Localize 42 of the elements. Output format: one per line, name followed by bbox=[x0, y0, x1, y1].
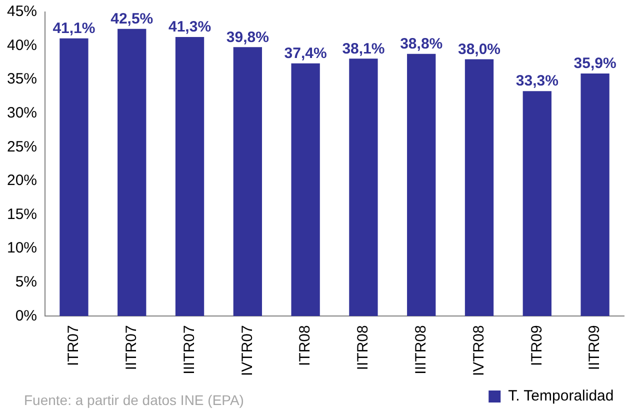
y-tick-label: 20% bbox=[6, 172, 38, 190]
data-label: 38,1% bbox=[342, 40, 385, 58]
y-tick-label: 15% bbox=[6, 206, 38, 223]
y-tick-label: 5% bbox=[15, 273, 38, 290]
source-note: Fuente: a partir de datos INE (EPA) bbox=[24, 392, 244, 408]
data-label: 42,5% bbox=[110, 10, 154, 28]
data-label: 35,9% bbox=[574, 55, 616, 72]
data-label: 33,3% bbox=[516, 72, 558, 90]
x-tick-label: IITR09 bbox=[586, 325, 604, 370]
data-label: 41,1% bbox=[52, 20, 96, 37]
bar bbox=[522, 91, 552, 316]
x-tick-label: ITR07 bbox=[65, 325, 82, 366]
bar bbox=[407, 54, 436, 316]
x-tick-label: ITR08 bbox=[296, 325, 314, 366]
y-tick-label: 30% bbox=[6, 104, 38, 122]
x-tick-label: IIITR07 bbox=[180, 325, 198, 374]
bar bbox=[233, 47, 262, 316]
data-label: 38,0% bbox=[458, 40, 501, 58]
y-tick-label: 35% bbox=[6, 70, 38, 88]
bar bbox=[175, 37, 204, 316]
x-tick-label: ITR09 bbox=[528, 325, 546, 366]
data-label: 38,8% bbox=[400, 36, 443, 53]
x-tick-label: IITR08 bbox=[354, 325, 372, 370]
bar bbox=[464, 59, 494, 316]
y-tick-label: 25% bbox=[6, 138, 38, 156]
y-tick-label: 40% bbox=[6, 36, 38, 54]
y-tick-label: 10% bbox=[6, 240, 38, 257]
bar bbox=[118, 28, 146, 316]
bar bbox=[60, 38, 88, 316]
x-tick-label: IVTR07 bbox=[238, 325, 256, 376]
legend-label: T. Temporalidad bbox=[508, 388, 614, 405]
x-tick-label: IITR07 bbox=[123, 325, 140, 370]
data-label: 37,4% bbox=[284, 45, 327, 62]
y-tick-label: 0% bbox=[15, 307, 38, 324]
bar bbox=[580, 74, 610, 316]
bar bbox=[349, 58, 378, 316]
y-tick-label: 45% bbox=[6, 3, 38, 20]
data-label: 41,3% bbox=[168, 18, 212, 36]
data-label: 39,8% bbox=[226, 28, 269, 46]
x-tick-label: IIITR08 bbox=[412, 325, 430, 374]
x-tick-label: IVTR08 bbox=[470, 325, 488, 376]
bar bbox=[291, 63, 320, 316]
